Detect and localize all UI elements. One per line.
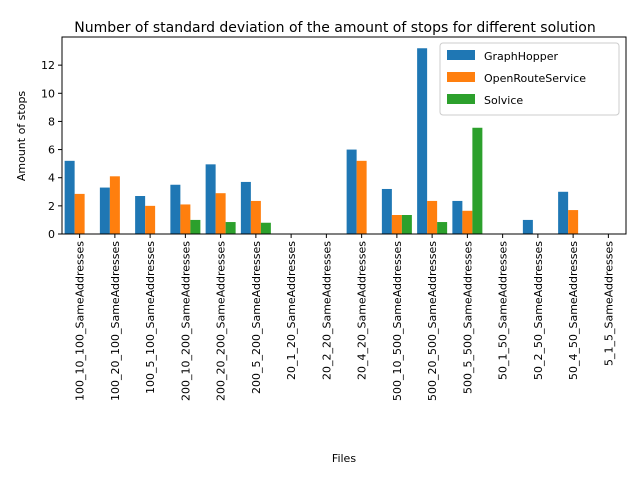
bar-openrouteservice-10 xyxy=(427,200,438,234)
x-tick-label: 5_1_5_SameAddresses xyxy=(602,241,615,366)
bar-graphhopper-1 xyxy=(99,187,110,234)
bar-openrouteservice-11 xyxy=(462,210,473,234)
bar-solvice-9 xyxy=(401,215,412,234)
bar-solvice-11 xyxy=(472,127,483,234)
x-tick-label: 100_5_100_SameAddresses xyxy=(144,241,157,394)
y-tick-label: 2 xyxy=(48,200,55,213)
bar-solvice-5 xyxy=(260,222,271,234)
bar-graphhopper-2 xyxy=(135,196,146,234)
bar-graphhopper-0 xyxy=(64,160,75,234)
bar-graphhopper-5 xyxy=(240,181,251,234)
bar-graphhopper-9 xyxy=(381,188,392,234)
bar-solvice-3 xyxy=(190,219,201,234)
bar-solvice-10 xyxy=(437,222,448,234)
bar-graphhopper-8 xyxy=(346,149,357,234)
y-axis-label: Amount of stops xyxy=(15,91,28,182)
x-tick-label: 200_5_200_SameAddresses xyxy=(250,241,263,394)
y-tick-label: 10 xyxy=(41,87,55,100)
bar-graphhopper-11 xyxy=(452,200,463,234)
plot-area: 0 2 4 6 8 10 12 100_10_100_SameAddresses 100_20_… xyxy=(41,48,615,401)
y-tick-label: 0 xyxy=(48,228,55,241)
x-tick-label: 500_5_500_SameAddresses xyxy=(461,241,474,394)
x-tick-label: 20_2_20_SameAddresses xyxy=(320,241,333,380)
x-tick-label: 500_20_500_SameAddresses xyxy=(426,241,439,401)
bar-openrouteservice-3 xyxy=(180,204,191,234)
x-tick-label: 100_10_100_SameAddresses xyxy=(74,241,87,401)
legend-swatch-openrouteservice xyxy=(447,72,475,82)
x-tick-label: 200_10_200_SameAddresses xyxy=(179,241,192,401)
legend-label-graphhopper: GraphHopper xyxy=(484,50,558,63)
x-tick-label: 500_10_500_SameAddresses xyxy=(391,241,404,401)
x-tick-label: 20_1_20_SameAddresses xyxy=(285,241,298,380)
bar-graphhopper-13 xyxy=(522,219,533,234)
legend-box xyxy=(439,42,620,116)
bar-graphhopper-14 xyxy=(558,191,569,234)
y-tick-label: 6 xyxy=(48,144,55,157)
bar-graphhopper-10 xyxy=(417,48,428,234)
legend-label-solvice: Solvice xyxy=(484,94,523,107)
chart-title: Number of standard deviation of the amou… xyxy=(74,20,596,36)
bar-openrouteservice-14 xyxy=(568,210,579,234)
plot-frame xyxy=(61,36,627,235)
bar-openrouteservice-2 xyxy=(145,205,156,234)
legend-label-openrouteservice: OpenRouteService xyxy=(484,72,586,85)
x-tick-label: 20_4_20_SameAddresses xyxy=(356,241,369,380)
bar-openrouteservice-4 xyxy=(215,193,226,234)
y-tick-label: 8 xyxy=(48,115,55,128)
x-tick-label: 200_20_200_SameAddresses xyxy=(215,241,228,401)
bar-openrouteservice-1 xyxy=(109,176,120,234)
bar-openrouteservice-0 xyxy=(74,193,85,234)
x-tick-label: 50_2_50_SameAddresses xyxy=(532,241,545,380)
legend-swatch-solvice xyxy=(447,94,475,104)
bar-graphhopper-4 xyxy=(205,164,216,234)
bar-graphhopper-3 xyxy=(170,184,181,234)
y-tick-label: 12 xyxy=(41,59,55,72)
legend-swatch-graphhopper xyxy=(447,50,475,60)
bar-openrouteservice-8 xyxy=(356,160,367,234)
x-tick-label: 50_4_50_SameAddresses xyxy=(567,241,580,380)
x-tick-label: 50_1_50_SameAddresses xyxy=(497,241,510,380)
x-axis-label: Files xyxy=(332,452,356,465)
bar-solvice-4 xyxy=(225,222,236,234)
x-tick-label: 100_20_100_SameAddresses xyxy=(109,241,122,401)
y-tick-label: 4 xyxy=(48,172,55,185)
bar-openrouteservice-5 xyxy=(250,200,261,234)
legend: GraphHopper OpenRouteService Solvice xyxy=(439,42,620,116)
bar-openrouteservice-9 xyxy=(391,215,402,234)
